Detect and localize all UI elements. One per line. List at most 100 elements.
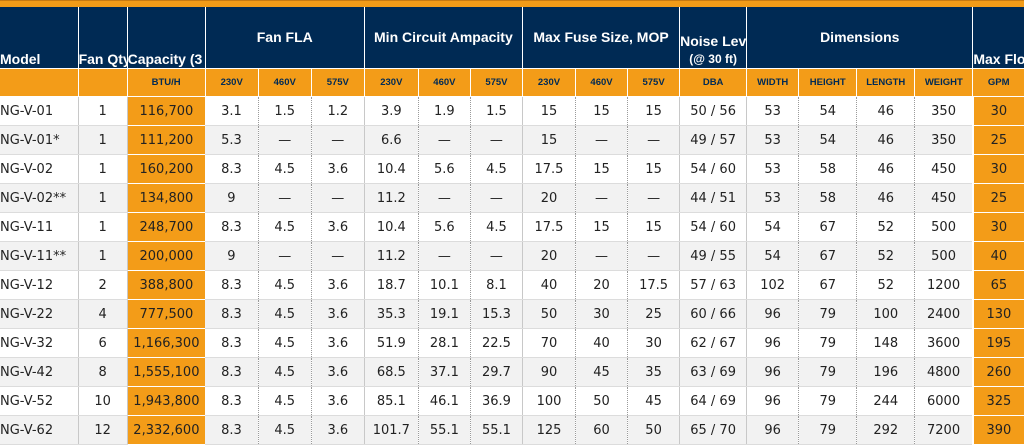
cell-noise: 44 / 51 (679, 183, 748, 213)
cell-noise: 64 / 69 (679, 386, 748, 416)
cell-fan-qty: 6 (78, 328, 128, 358)
cell-mca-230v: 10.4 (364, 154, 419, 184)
cell-fla-460v: 4.5 (258, 415, 312, 445)
table-row: NG-V-12 2 388,800 8.3 4.5 3.6 18.7 10.1 8.1 40 20 1… (0, 270, 1024, 300)
cell-mca-460v: 46.1 (418, 386, 471, 416)
table-row: NG-V-11 1 248,700 8.3 4.5 3.6 10.4 5.6 4.5 17.5 15… (0, 212, 1024, 242)
cell-fla-230v: 8.3 (205, 270, 259, 300)
cell-weight: 350 (914, 125, 973, 155)
cell-noise: 49 / 55 (679, 241, 748, 271)
cell-noise: 65 / 70 (679, 415, 748, 445)
cell-width: 53 (746, 183, 800, 213)
cell-mca-230v: 68.5 (364, 357, 419, 387)
cell-model: NG-V-12 (0, 270, 79, 300)
cell-mop-575v: 35 (627, 357, 681, 387)
cell-height: 79 (798, 386, 858, 416)
table-row: NG-V-02** 1 134,800 9— —11.2— —20— —44 / 51 53 5… (0, 183, 1024, 213)
cell-capacity: 116,700 (127, 96, 206, 126)
cell-fan-qty: 1 (78, 125, 128, 155)
cell-model: NG-V-32 (0, 328, 79, 358)
table-row: NG-V-01* 1 111,200 5.3— —6.6— —15— —49 / 57 53 5… (0, 125, 1024, 155)
cell-capacity: 248,700 (127, 212, 206, 242)
cell-flow-rate: 195 (971, 328, 1024, 358)
cell-fla-230v: 8.3 (205, 299, 259, 329)
cell-mop-575v: 45 (627, 386, 681, 416)
cell-mca-230v: 11.2 (364, 183, 419, 213)
cell-fan-qty: 2 (78, 270, 128, 300)
cell-mop-230v: 90 (522, 357, 577, 387)
cell-width: 54 (746, 241, 800, 271)
cell-model: NG-V-62 (0, 415, 79, 445)
cell-fla-460v: 4.5 (258, 299, 312, 329)
cell-mop-460v: — (575, 125, 629, 155)
cell-height: 79 (798, 299, 858, 329)
table-row: NG-V-01 1 116,700 3.1 1.5 1.2 3.9 1.9 1.5 15 15 15 5… (0, 96, 1024, 126)
cell-mca-460v: 1.9 (418, 96, 471, 126)
cell-height: 79 (798, 357, 858, 387)
units-row: BTU/H 230V 460V 575V 230V 460V 575V 230V 460V 575… (0, 68, 1024, 97)
cell-weight: 2400 (914, 299, 973, 329)
cell-fla-460v: 4.5 (258, 270, 312, 300)
cell-noise: 62 / 67 (679, 328, 748, 358)
cell-height: 54 (798, 96, 858, 126)
cell-weight: 4800 (914, 357, 973, 387)
cell-mop-460v: 15 (575, 212, 629, 242)
cell-mop-460v: 15 (575, 96, 629, 126)
cell-height: 79 (798, 328, 858, 358)
header-dimensions: Dimensions (746, 6, 973, 69)
cell-mca-460v: 5.6 (418, 212, 471, 242)
cell-weight: 6000 (914, 386, 973, 416)
cell-mca-575v: 55.1 (470, 415, 523, 445)
top-accent-band (0, 0, 1024, 7)
cell-mca-230v: 85.1 (364, 386, 419, 416)
cell-mop-575v: — (627, 183, 681, 213)
cell-flow-rate: 40 (971, 241, 1024, 271)
cell-model: NG-V-01 (0, 96, 79, 126)
cell-fla-230v: 8.3 (205, 154, 259, 184)
cell-mca-575v: 36.9 (470, 386, 523, 416)
cell-model: NG-V-42 (0, 357, 79, 387)
cell-length: 46 (856, 154, 916, 184)
cell-fla-460v: 4.5 (258, 328, 312, 358)
cell-capacity: 1,943,800 (127, 386, 206, 416)
cell-mop-460v: 15 (575, 154, 629, 184)
cell-weight: 500 (914, 241, 973, 271)
cell-model: NG-V-02** (0, 183, 79, 213)
cell-fla-575v: 3.6 (311, 212, 365, 242)
cell-flow-rate: 30 (971, 154, 1024, 184)
cell-mop-230v: 50 (522, 299, 577, 329)
cell-mop-230v: 70 (522, 328, 577, 358)
cell-length: 52 (856, 212, 916, 242)
cell-model: NG-V-02 (0, 154, 79, 184)
cell-model: NG-V-22 (0, 299, 79, 329)
cell-mop-230v: 40 (522, 270, 577, 300)
cell-weight: 1200 (914, 270, 973, 300)
cell-weight: 350 (914, 96, 973, 126)
cell-fan-qty: 1 (78, 241, 128, 271)
cell-weight: 450 (914, 183, 973, 213)
cell-height: 79 (798, 415, 858, 445)
cell-flow-rate: 325 (971, 386, 1024, 416)
cell-noise: 60 / 66 (679, 299, 748, 329)
cell-noise: 50 / 56 (679, 96, 748, 126)
cell-model: NG-V-01* (0, 125, 79, 155)
cell-width: 53 (746, 96, 800, 126)
cell-noise: 57 / 63 (679, 270, 748, 300)
cell-width: 96 (746, 386, 800, 416)
unit-mop-575v: 575V (627, 68, 680, 97)
cell-fla-460v: 1.5 (258, 96, 312, 126)
unit-fan-qty (77, 68, 128, 97)
cell-fla-575v: 3.6 (311, 299, 365, 329)
cell-fla-575v: 1.2 (311, 96, 365, 126)
cell-mca-230v: 35.3 (364, 299, 419, 329)
cell-mop-460v: 20 (575, 270, 629, 300)
cell-mca-460v: 19.1 (418, 299, 471, 329)
cell-mca-230v: 3.9 (364, 96, 419, 126)
cell-model: NG-V-52 (0, 386, 79, 416)
cell-fla-460v: 4.5 (258, 154, 312, 184)
cell-width: 96 (746, 299, 800, 329)
cell-mop-575v: 15 (627, 96, 681, 126)
cell-length: 148 (856, 328, 916, 358)
header-noise-level: Noise Level (@ 30 ft) (679, 6, 747, 69)
cell-height: 67 (798, 212, 858, 242)
